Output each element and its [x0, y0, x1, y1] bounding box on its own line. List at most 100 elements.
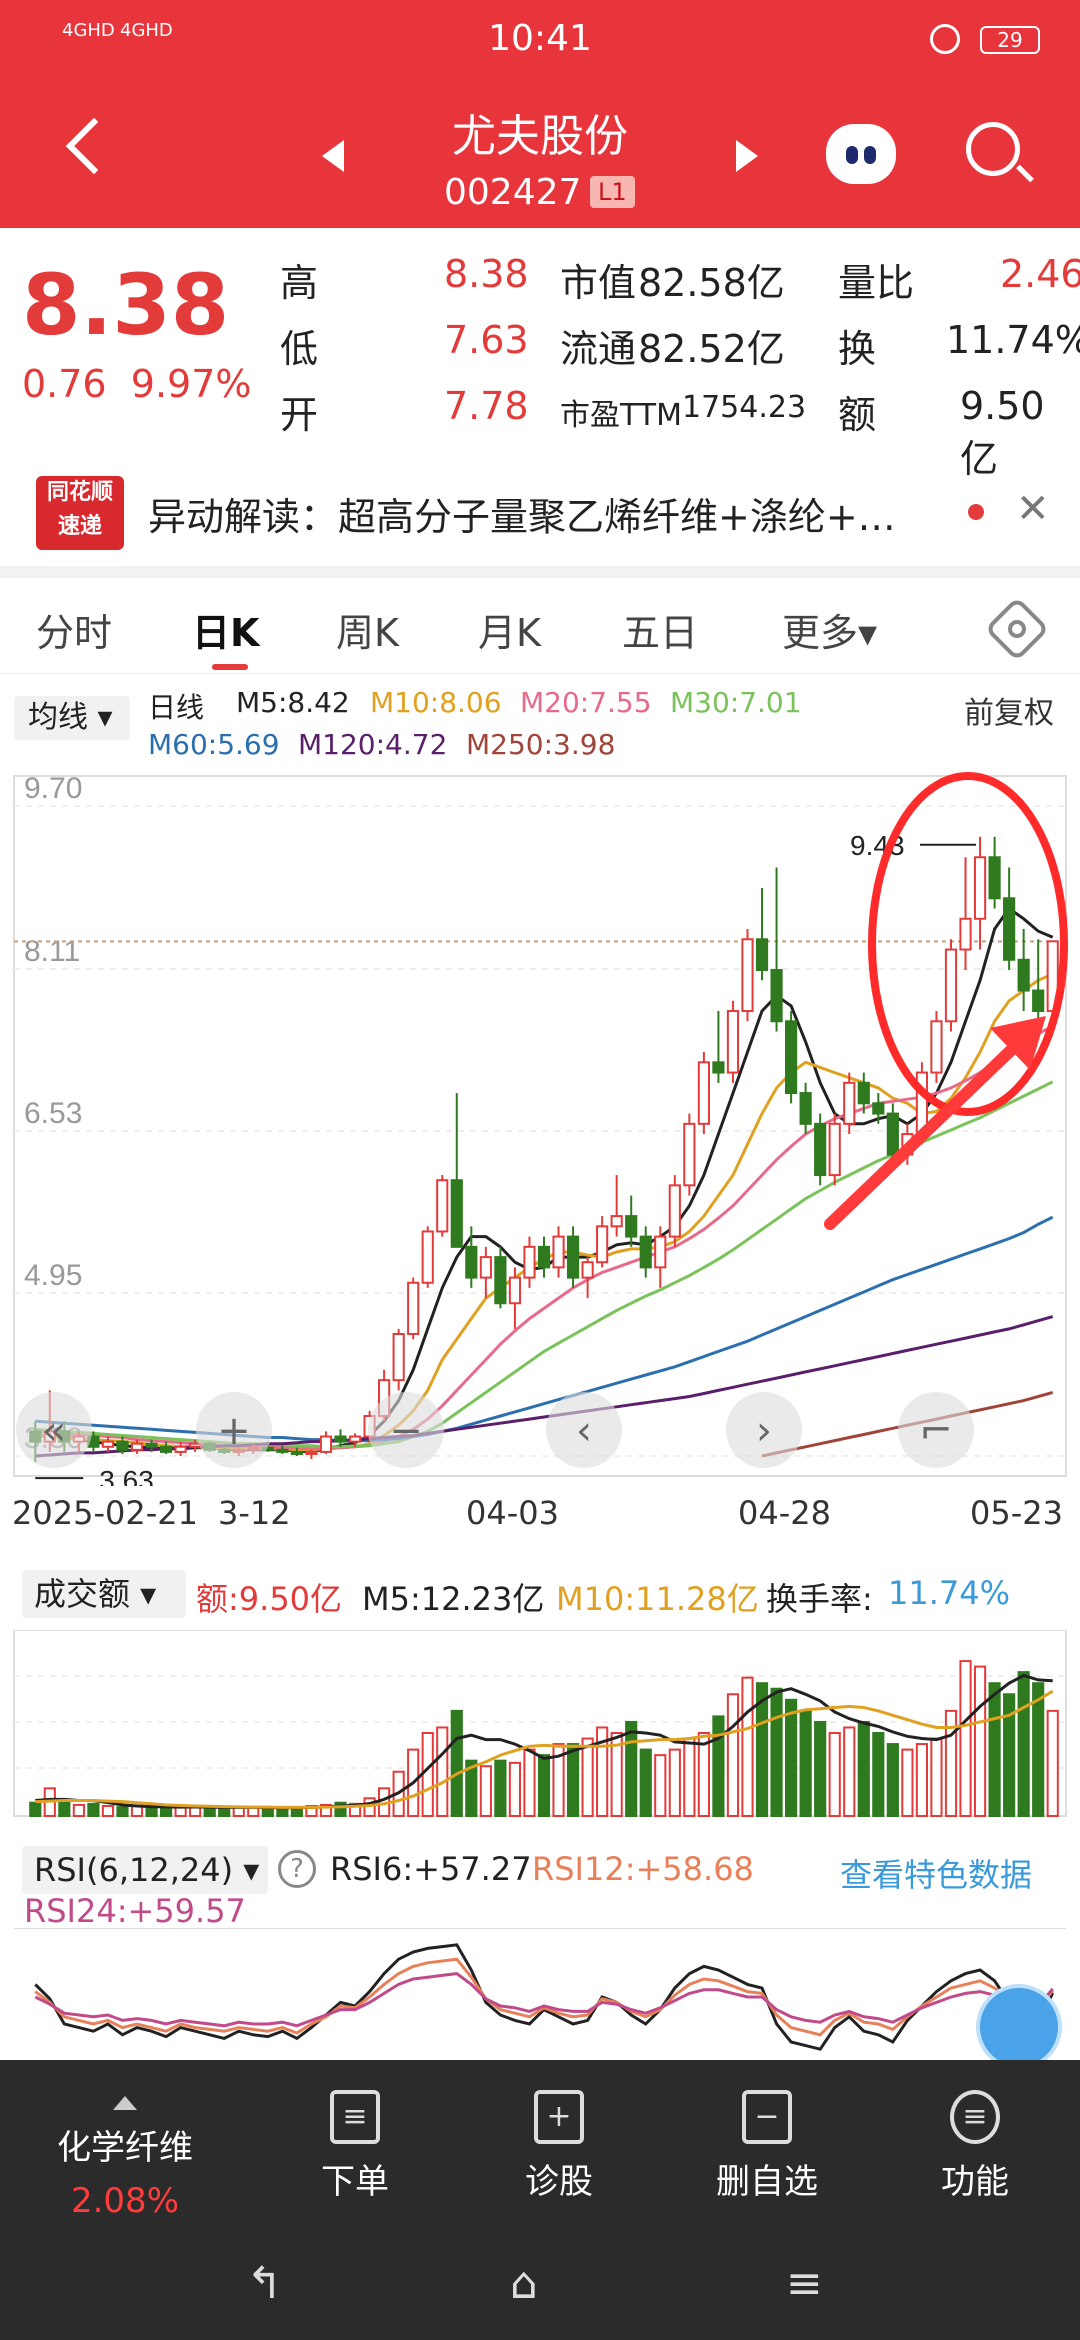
- settings-icon[interactable]: [984, 596, 1050, 662]
- sys-home-icon[interactable]: ⌂: [510, 2258, 538, 2309]
- kline-chart[interactable]: 9.708.116.534.953.369.433.63«+−‹›⌐: [0, 766, 1080, 1486]
- candle-body: [596, 1225, 609, 1264]
- volume-chart[interactable]: [0, 1630, 1080, 1830]
- turnover-rate-label: 换手率:: [766, 1580, 873, 1618]
- volume-select-button[interactable]: 成交额 ▾: [22, 1570, 186, 1618]
- tab-five-day[interactable]: 五日: [622, 611, 699, 655]
- high-label: 高: [280, 261, 319, 305]
- chart-control-button: [368, 1392, 444, 1468]
- remove-watch-button[interactable]: − 删自选: [702, 2090, 832, 2203]
- volume-bar: [203, 1807, 216, 1817]
- volume-bar: [116, 1806, 129, 1818]
- volume-bar: [145, 1807, 158, 1817]
- tab-intraday[interactable]: 分时: [36, 611, 113, 655]
- candle-body: [465, 1245, 478, 1279]
- volume-bar: [101, 1805, 115, 1817]
- chart-control-glyph: ›: [756, 1408, 772, 1454]
- y-tick-label: 9.70: [24, 772, 82, 805]
- candle-body: [755, 938, 769, 972]
- volume-bar: [872, 1732, 885, 1817]
- close-icon[interactable]: ✕: [1016, 486, 1050, 532]
- volume-bar: [843, 1726, 856, 1817]
- ma-line-m5: [35, 906, 1054, 1454]
- rsi-select-button[interactable]: RSI(6,12,24) ▾: [22, 1846, 268, 1894]
- float-label: 流通: [560, 327, 637, 371]
- turnover-rate-value: 11.74%: [888, 1574, 1011, 1612]
- diagnose-button[interactable]: + 诊股: [504, 2090, 614, 2203]
- ma250-label: M250:3.98: [466, 728, 616, 761]
- lightbulb-icon[interactable]: [976, 1984, 1062, 2070]
- rsi-line-rsi6: [34, 1943, 1055, 2051]
- candle-body: [625, 1215, 638, 1238]
- candle-body: [1003, 897, 1016, 961]
- volume-bar: [973, 1665, 987, 1817]
- remove-watch-label: 删自选: [716, 2162, 818, 2202]
- chart-control-glyph: ⌐: [919, 1408, 953, 1454]
- volume-bar: [654, 1754, 667, 1817]
- volume-bar: [944, 1709, 958, 1817]
- chart-control-glyph: «: [42, 1408, 66, 1454]
- help-icon[interactable]: ?: [278, 1850, 316, 1888]
- candle-body: [436, 1179, 449, 1233]
- date-label-5: 05-23: [970, 1494, 1063, 1532]
- volume-m10: M10:11.28亿: [556, 1580, 759, 1618]
- volume-bar: [1017, 1671, 1030, 1818]
- volume-bar: [436, 1726, 449, 1817]
- candle-body: [944, 948, 958, 1023]
- ma120-label: M120:4.72: [298, 728, 448, 761]
- volume-bar: [886, 1743, 899, 1817]
- candle-body: [1017, 958, 1030, 992]
- volume-bar: [814, 1720, 827, 1817]
- function-button[interactable]: ≡ 功能: [920, 2090, 1030, 2203]
- candle-body: [305, 1450, 318, 1455]
- period-label: 日线: [148, 691, 205, 724]
- highlight-ellipse: [868, 772, 1068, 1116]
- chart-control-button: [546, 1392, 622, 1468]
- prev-stock-icon[interactable]: [322, 140, 344, 172]
- volume-bar: [857, 1720, 870, 1817]
- period-tabs: 分时 日K 周K 月K 五日 更多▾: [0, 578, 1080, 674]
- volume-bar: [450, 1709, 463, 1817]
- candle-body: [1032, 989, 1045, 1013]
- candle-body: [959, 917, 972, 951]
- volume-bar: [566, 1743, 580, 1817]
- tab-more[interactable]: 更多▾: [782, 611, 878, 655]
- volume-bar: [421, 1732, 434, 1817]
- adjust-mode[interactable]: 前复权: [964, 696, 1054, 731]
- sys-back-icon[interactable]: ↰: [246, 2258, 283, 2309]
- sys-menu-icon[interactable]: ≡: [786, 2258, 823, 2309]
- low-annotation: 3.63: [99, 1465, 154, 1486]
- news-text[interactable]: 异动解读：超高分子量聚乙烯纤维+涤纶+…: [148, 495, 896, 539]
- sector-button[interactable]: 化学纤维 2.08%: [40, 2096, 210, 2221]
- tab-daily-k[interactable]: 日K: [192, 611, 260, 655]
- volume-bar: [755, 1682, 769, 1818]
- volume-bar: [1003, 1693, 1016, 1817]
- rsi-chart[interactable]: [0, 1928, 1080, 2060]
- ma-select-button[interactable]: 均线 ▾: [14, 696, 130, 740]
- next-stock-icon[interactable]: [736, 140, 758, 172]
- volume-legend: 成交额 ▾ 额:9.50亿 M5:12.23亿 M10:11.28亿 换手率: …: [0, 1560, 1080, 1630]
- volume-bar: [537, 1754, 551, 1817]
- turnover-label: 换: [838, 327, 877, 371]
- order-button[interactable]: ≡ 下单: [300, 2090, 410, 2203]
- volume-bar: [683, 1737, 696, 1817]
- candle-body: [610, 1215, 623, 1228]
- tab-weekly-k[interactable]: 周K: [336, 611, 399, 655]
- y-tick-label: 8.11: [24, 935, 80, 968]
- ma5-label: M5:8.42: [236, 686, 350, 719]
- tab-monthly-k[interactable]: 月K: [478, 611, 541, 655]
- candle-body: [741, 938, 754, 1013]
- assistant-robot-icon[interactable]: [826, 124, 896, 184]
- candle-body: [814, 1122, 827, 1177]
- news-banner[interactable]: 同花顺 速递 异动解读：超高分子量聚乙烯纤维+涤纶+… ✕: [0, 462, 1080, 562]
- feature-data-link[interactable]: 查看特色数据: [840, 1856, 1033, 1894]
- signal-2: 4GHD: [120, 20, 173, 41]
- level-badge: L1: [590, 176, 635, 208]
- candle-body: [319, 1435, 333, 1453]
- candle-body: [116, 1440, 129, 1451]
- volume-bar: [465, 1759, 478, 1818]
- candle-body: [843, 1081, 856, 1125]
- stock-code: 002427: [444, 172, 582, 213]
- volume-bar: [799, 1709, 812, 1817]
- search-icon[interactable]: [966, 122, 1020, 176]
